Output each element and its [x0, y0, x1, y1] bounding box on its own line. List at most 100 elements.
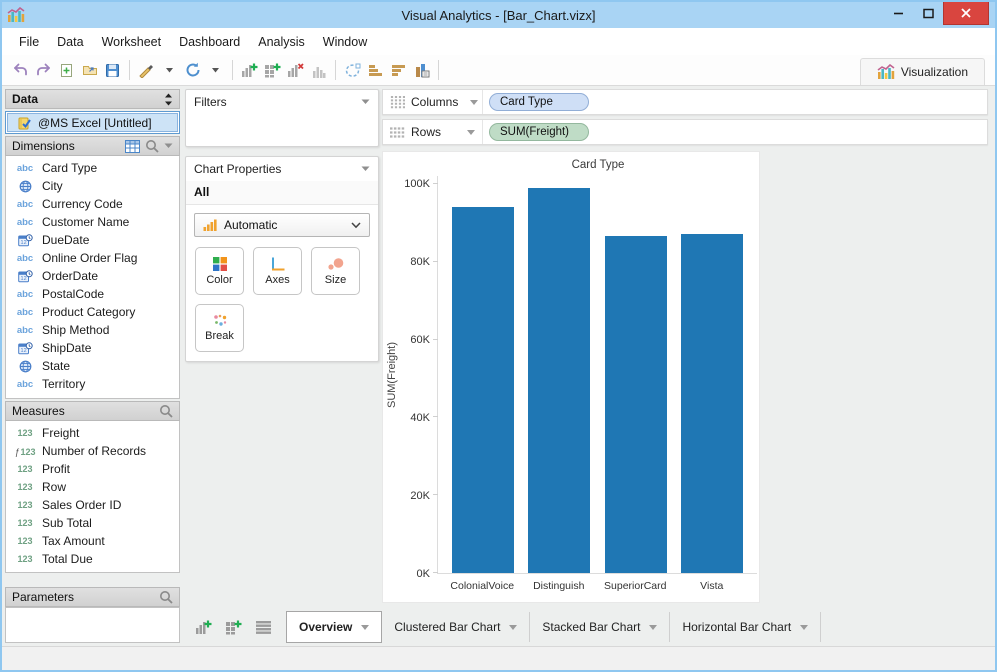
menu-analysis[interactable]: Analysis: [258, 34, 305, 49]
worksheet-list-icon[interactable]: [255, 620, 272, 634]
tab-visualization[interactable]: Visualization: [859, 58, 985, 85]
columns-shelf-zone[interactable]: Columns: [383, 90, 483, 114]
pill-sum-freight[interactable]: SUM(Freight): [489, 123, 589, 141]
field-orderdate[interactable]: 12 OrderDate: [6, 267, 179, 285]
undo-icon: [13, 63, 28, 77]
field-ship-method[interactable]: abc Ship Method: [6, 321, 179, 339]
new-worksheet-icon[interactable]: [195, 619, 212, 635]
undo-button[interactable]: [9, 58, 32, 82]
data-source-item[interactable]: @MS Excel [Untitled]: [7, 113, 178, 132]
lasso-select-button[interactable]: [341, 58, 364, 82]
chevron-down-icon[interactable]: [361, 99, 370, 105]
data-panel-header[interactable]: Data: [5, 89, 180, 109]
num-icon: 123: [17, 536, 33, 546]
field-tax-amount[interactable]: 123 Tax Amount: [6, 532, 179, 550]
y-ticks: 0K 20K 40K 60K 80K 100K: [401, 176, 437, 580]
menu-bar: File Data Worksheet Dashboard Analysis Window: [2, 28, 995, 55]
new-file-button[interactable]: [55, 58, 78, 82]
save-button[interactable]: [101, 58, 124, 82]
field-duedate[interactable]: 12 DueDate: [6, 231, 179, 249]
tab-horizontal-bar-chart[interactable]: Horizontal Bar Chart: [670, 612, 822, 642]
parameters-header[interactable]: Parameters: [5, 587, 180, 607]
field-label: Freight: [42, 426, 80, 440]
field-customer-name[interactable]: abc Customer Name: [6, 213, 179, 231]
field-territory[interactable]: abc Territory: [6, 375, 179, 393]
field-number-of-records[interactable]: ƒ123 Number of Records: [6, 442, 179, 460]
close-button[interactable]: [943, 2, 989, 25]
search-icon[interactable]: [159, 590, 173, 604]
view-data-table-icon[interactable]: [125, 139, 140, 153]
add-dashboard-button[interactable]: [261, 58, 284, 82]
pill-card-type[interactable]: Card Type: [489, 93, 589, 111]
break-button[interactable]: Break: [195, 304, 244, 352]
bar-distinguish[interactable]: [528, 187, 591, 573]
field-currency-code[interactable]: abc Currency Code: [6, 195, 179, 213]
search-icon[interactable]: [145, 139, 159, 153]
measures-header[interactable]: Measures: [5, 401, 180, 421]
maximize-button[interactable]: [913, 2, 943, 24]
color-button[interactable]: Color: [195, 247, 244, 295]
field-product-category[interactable]: abc Product Category: [6, 303, 179, 321]
y-tick-label: 0K: [416, 568, 430, 580]
sort-descending-button[interactable]: [387, 58, 410, 82]
filters-header[interactable]: Filters: [186, 90, 378, 114]
field-state[interactable]: State: [6, 357, 179, 375]
sort-updown-icon[interactable]: [164, 93, 173, 106]
search-icon[interactable]: [159, 404, 173, 418]
sort-ascending-button[interactable]: [364, 58, 387, 82]
menu-worksheet[interactable]: Worksheet: [101, 34, 162, 49]
measures-list: 123 Freight ƒ123 Number of Records 123 Profit…: [5, 421, 180, 573]
field-freight[interactable]: 123 Freight: [6, 424, 179, 442]
field-profit[interactable]: 123 Profit: [6, 460, 179, 478]
bar-labels-button[interactable]: [410, 58, 433, 82]
columns-shelf[interactable]: Columns Card Type: [382, 89, 988, 115]
format-painter-button[interactable]: [135, 58, 158, 82]
measures-title: Measures: [12, 404, 65, 418]
format-painter-caret-button[interactable]: [158, 58, 181, 82]
field-city[interactable]: City: [6, 177, 179, 195]
chevron-down-icon[interactable]: [164, 143, 173, 149]
abc-icon: abc: [16, 306, 34, 318]
field-sales-order-id[interactable]: 123 Sales Order ID: [6, 496, 179, 514]
chevron-down-icon[interactable]: [467, 129, 475, 135]
chart-properties-header[interactable]: Chart Properties: [186, 157, 378, 181]
open-folder-button[interactable]: [78, 58, 101, 82]
chart-placeholder-button[interactable]: [307, 58, 330, 82]
refresh-button[interactable]: [181, 58, 204, 82]
field-card-type[interactable]: abc Card Type: [6, 159, 179, 177]
field-online-order-flag[interactable]: abc Online Order Flag: [6, 249, 179, 267]
menu-file[interactable]: File: [19, 34, 40, 49]
tab-overview[interactable]: Overview: [286, 611, 383, 643]
rows-shelf-zone[interactable]: Rows: [383, 120, 483, 144]
redo-button[interactable]: [32, 58, 55, 82]
menu-window[interactable]: Window: [322, 34, 368, 49]
menu-dashboard[interactable]: Dashboard: [179, 34, 241, 49]
field-sub-total[interactable]: 123 Sub Total: [6, 514, 179, 532]
size-button[interactable]: Size: [311, 247, 360, 295]
tab-clustered-bar-chart[interactable]: Clustered Bar Chart: [382, 612, 531, 642]
refresh-caret-button[interactable]: [204, 58, 227, 82]
chevron-down-icon: [351, 221, 361, 229]
add-worksheet-button[interactable]: [238, 58, 261, 82]
tab-stacked-bar-chart[interactable]: Stacked Bar Chart: [530, 612, 671, 642]
rows-shelf[interactable]: Rows SUM(Freight): [382, 119, 988, 145]
chevron-down-icon[interactable]: [361, 166, 370, 172]
bar-vista[interactable]: [680, 234, 743, 573]
field-row[interactable]: 123 Row: [6, 478, 179, 496]
bar-colonialvoice[interactable]: [452, 207, 515, 573]
remove-worksheet-button[interactable]: [284, 58, 307, 82]
data-source-box: @MS Excel [Untitled]: [5, 111, 180, 134]
axes-button[interactable]: Axes: [253, 247, 302, 295]
bar-superiorcard[interactable]: [604, 236, 667, 573]
field-label: DueDate: [42, 233, 90, 247]
minimize-button[interactable]: [883, 2, 913, 24]
field-postalcode[interactable]: abc PostalCode: [6, 285, 179, 303]
field-total-due[interactable]: 123 Total Due: [6, 550, 179, 568]
dimensions-header[interactable]: Dimensions: [5, 136, 180, 156]
chevron-down-icon[interactable]: [470, 99, 479, 105]
menu-data[interactable]: Data: [57, 34, 84, 49]
field-shipdate[interactable]: 12 ShipDate: [6, 339, 179, 357]
new-dashboard-icon[interactable]: [225, 619, 242, 635]
chart-type-select[interactable]: Automatic: [194, 213, 370, 237]
title-bar[interactable]: Visual Analytics - [Bar_Chart.vizx]: [2, 2, 995, 28]
